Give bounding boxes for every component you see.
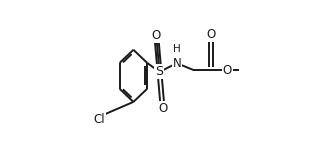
Text: O: O (223, 64, 232, 77)
Text: O: O (158, 102, 167, 115)
Text: O: O (152, 29, 161, 42)
Text: N: N (173, 57, 181, 70)
Text: S: S (155, 65, 163, 78)
Text: H: H (173, 44, 181, 54)
Text: O: O (206, 28, 215, 41)
Text: Cl: Cl (93, 113, 105, 126)
